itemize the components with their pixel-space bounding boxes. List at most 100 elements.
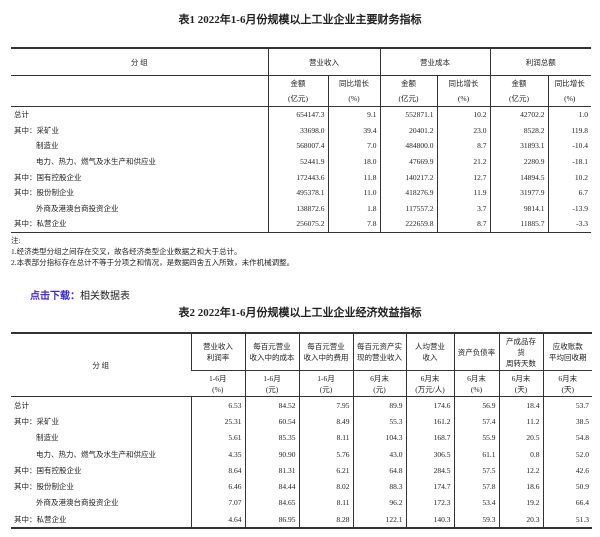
cell-value: 50.9 xyxy=(542,478,592,495)
cell-value: 8.7 xyxy=(436,138,490,154)
period: 6月末 xyxy=(558,373,578,383)
group-header: 分 组 xyxy=(11,333,191,397)
table-row: 总计 6.53 84.52 7.95 89.9 174.6 56.9 18.4 53.7 xyxy=(11,396,592,414)
cell-value: 21.2 xyxy=(436,153,490,170)
period-header: 6月末 (天) xyxy=(498,370,543,397)
cell-value: 43.0 xyxy=(352,445,406,463)
sub-header: 金额 (亿元) xyxy=(379,75,437,107)
cell-value: 140217.2 xyxy=(379,169,437,185)
cell-value: 20.5 xyxy=(498,429,543,446)
cell-value: 18.0 xyxy=(327,153,380,170)
cell-value: 7.95 xyxy=(298,396,353,414)
cell-value: -13.9 xyxy=(547,200,591,217)
cell-value: 86.95 xyxy=(244,511,299,529)
period: 6月末 xyxy=(511,373,531,383)
cell-value: 64.8 xyxy=(352,462,406,479)
header-line: 每百元资产实 xyxy=(357,342,402,351)
col-group-profit: 利润总额 xyxy=(489,48,591,76)
cell-value: 8.11 xyxy=(298,429,353,446)
row-label: 其中：股份制企业 xyxy=(14,188,74,198)
header-line: 收入中的费用 xyxy=(303,353,349,362)
note-1: 1.经济类型分组之间存在交叉，故各经济类型企业数据之和大于总计。 xyxy=(11,247,242,256)
cell-value: 6.53 xyxy=(190,396,245,414)
cell-value: 172.3 xyxy=(405,494,454,512)
cell-value: 56.9 xyxy=(453,396,499,414)
header-line: 产成品存货 xyxy=(506,336,536,357)
cell-value: 140.3 xyxy=(405,511,454,529)
sub-header-label: 同比增长 xyxy=(339,79,369,88)
table-row: 其中：采矿业 33698.0 39.4 20401.2 23.0 8528.2 119.8 xyxy=(11,122,591,139)
cell-value: 53.4 xyxy=(453,494,499,512)
cell-value: 117557.2 xyxy=(379,200,437,217)
cell-value: 568007.4 xyxy=(267,138,328,154)
cell-value: 5.61 xyxy=(190,429,245,446)
cell-value: 33698.0 xyxy=(267,122,328,139)
cell-value: 18.6 xyxy=(498,478,543,495)
cell-value: 55.3 xyxy=(352,413,406,430)
cell-value: 174.7 xyxy=(405,478,454,495)
table2-title: 表2 2022年1-6月份规模以上工业企业经济效益指标 xyxy=(178,307,422,319)
row-label: 其中：采矿业 xyxy=(14,416,59,426)
cell-value: 38.5 xyxy=(542,413,592,430)
download-link[interactable]: 点击下载： xyxy=(30,291,80,302)
col-group-cost: 营业成本 xyxy=(379,48,490,76)
cell-value: 654147.3 xyxy=(267,106,328,123)
sub-header-unit: (亿元) xyxy=(398,94,419,103)
cell-value: 25.31 xyxy=(190,413,245,430)
row-label: 其中：国有控股企业 xyxy=(14,465,82,475)
cell-value: 89.9 xyxy=(352,396,406,414)
cell-value: 6.21 xyxy=(298,462,353,479)
row-label: 外商及港澳台商投资企业 xyxy=(36,203,119,213)
row-label: 制造业 xyxy=(36,433,59,443)
cell-value: 161.2 xyxy=(405,413,454,430)
period: 1-6月 xyxy=(263,373,281,383)
sub-header-unit: (%) xyxy=(348,94,360,103)
row-label: 外商及港澳台商投资企业 xyxy=(36,498,119,508)
column-header: 每百元资产实 现的营业收入 xyxy=(352,333,406,371)
cell-value: 57.4 xyxy=(453,413,499,430)
cell-value: -10.4 xyxy=(547,138,591,154)
cell-value: 84.44 xyxy=(244,478,299,495)
row-label: 电力、热力、燃气及水生产和供应业 xyxy=(36,157,156,167)
cell-value: 1.0 xyxy=(547,106,591,123)
period-header: 6月末 (天) xyxy=(542,370,592,397)
cell-value: 20.3 xyxy=(498,511,543,529)
note-2: 2.本表部分指标存在总计不等于分项之和情况，是数据四舍五入所致，未作机械调整。 xyxy=(11,258,295,267)
header-line: 营业收入 xyxy=(203,342,233,351)
cell-value: 2280.9 xyxy=(489,153,548,170)
cell-value: 168.7 xyxy=(405,429,454,446)
cell-value: 5.76 xyxy=(298,445,353,463)
note-heading: 注: xyxy=(11,236,21,245)
cell-value: 552871.1 xyxy=(379,106,437,123)
column-header: 应收账款 平均回收期 xyxy=(542,333,592,371)
table1-title: 表1 2022年1-6月份规模以上工业企业主要财务指标 xyxy=(178,14,422,26)
table-row: 其中：国有控股企业 172443.6 11.8 140217.2 12.7 14894.5… xyxy=(11,169,591,185)
sub-header-unit: (亿元) xyxy=(288,94,308,103)
cell-value: 19.2 xyxy=(498,494,543,512)
cell-value: 85.35 xyxy=(244,429,299,446)
sub-header: 同比增长 (%) xyxy=(436,75,490,107)
cell-value: 11.2 xyxy=(498,413,543,430)
cell-value: 4.35 xyxy=(190,445,245,463)
table-row: 电力、热力、燃气及水生产和供应业 52441.9 18.0 47669.9 21.2 22… xyxy=(11,153,591,170)
table-row: 其中：国有控股企业 8.64 81.31 6.21 64.8 284.5 57.5 12.2 4… xyxy=(11,462,592,479)
sub-header: 金额 (亿元) xyxy=(267,75,328,107)
col-group-revenue: 营业收入 xyxy=(267,48,380,76)
period-header: 6月末 (元) xyxy=(352,370,406,397)
cell-value: 96.2 xyxy=(352,494,406,512)
period: 6月末 xyxy=(467,373,486,383)
cell-value: 222659.8 xyxy=(379,216,437,233)
cell-value: 306.5 xyxy=(405,445,454,463)
column-header: 营业收入 利润率 xyxy=(190,333,245,371)
header-line: 收入 xyxy=(422,353,438,362)
table-row: 其中：私营企业 4.64 86.95 8.28 122.1 140.3 59.3 20.3 51… xyxy=(11,511,592,529)
period-header: 1-6月 (元) xyxy=(244,370,299,397)
header-line: 每百元营业 xyxy=(253,342,291,351)
cell-value: 284.5 xyxy=(405,462,454,479)
cell-value: 6.46 xyxy=(190,478,245,495)
cell-value: 39.4 xyxy=(327,122,380,139)
unit: (%) xyxy=(470,384,483,394)
row-label: 其中：国有控股企业 xyxy=(14,172,82,182)
efficiency-indicators-table: 分 组营业收入 利润率 每百元营业 收入中的成本 每百元营业 收入中的费用 每百元资产实 现的… xyxy=(11,332,592,530)
cell-value: -3.3 xyxy=(547,216,591,233)
